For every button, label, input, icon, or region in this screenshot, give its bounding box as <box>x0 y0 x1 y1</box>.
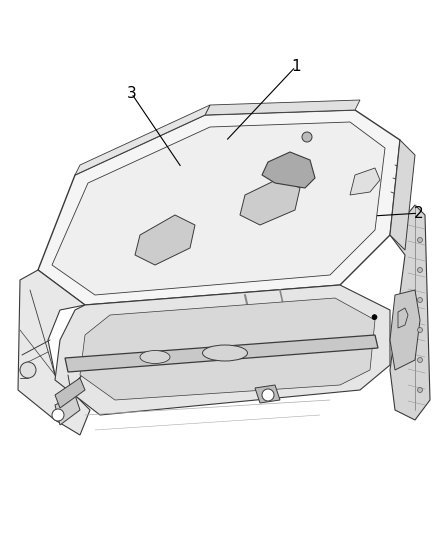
Polygon shape <box>55 395 80 425</box>
Text: 3: 3 <box>127 86 136 101</box>
Polygon shape <box>38 110 400 305</box>
Circle shape <box>262 389 274 401</box>
Text: 1: 1 <box>291 59 300 74</box>
Text: 2: 2 <box>413 206 423 221</box>
Text: ←: ← <box>165 242 171 248</box>
Polygon shape <box>18 270 90 435</box>
Circle shape <box>417 238 423 243</box>
Polygon shape <box>262 152 315 188</box>
Ellipse shape <box>202 345 247 361</box>
Polygon shape <box>135 215 195 265</box>
Circle shape <box>372 314 377 320</box>
Polygon shape <box>350 168 380 195</box>
Circle shape <box>417 268 423 272</box>
Polygon shape <box>390 205 430 420</box>
Circle shape <box>417 387 423 392</box>
Polygon shape <box>205 100 360 115</box>
Circle shape <box>417 358 423 362</box>
Polygon shape <box>65 335 378 372</box>
Circle shape <box>52 409 64 421</box>
Circle shape <box>417 297 423 303</box>
Circle shape <box>417 327 423 333</box>
Polygon shape <box>52 122 385 295</box>
Polygon shape <box>80 298 375 400</box>
Polygon shape <box>55 378 85 408</box>
Ellipse shape <box>140 351 170 364</box>
Circle shape <box>20 362 36 378</box>
Polygon shape <box>55 285 390 415</box>
Polygon shape <box>390 290 420 370</box>
Polygon shape <box>240 178 300 225</box>
Circle shape <box>302 132 312 142</box>
Polygon shape <box>75 105 210 175</box>
Polygon shape <box>390 140 415 250</box>
Polygon shape <box>255 385 280 403</box>
